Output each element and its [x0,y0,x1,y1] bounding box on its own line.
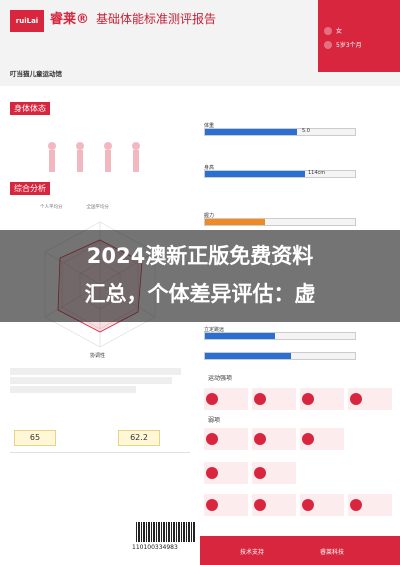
weak-tile-8 [300,494,344,516]
gender-row: 女 [324,26,342,35]
strength-tile-3 [300,388,344,410]
strength-tile-4 [348,388,392,410]
metric-weight-value: 5.0 [302,128,310,134]
legend-national: 全国平均分 [86,205,110,210]
metric-height-bar [204,170,356,178]
metric-sitreach-fill [205,353,291,359]
age-row: 5岁3个月 [324,40,362,49]
metric-jump-fill [205,333,275,339]
metric-grip-bar [204,218,356,226]
section-body: 身体体态 [10,102,50,115]
analysis-paragraph [10,368,190,393]
weak-tile-1 [204,428,248,450]
metric-sitreach-bar [204,352,356,360]
section-body-label: 身体体态 [10,102,50,115]
weak-tile-4 [204,462,248,484]
age-icon [324,40,332,49]
radar-axis-label: 协调性 [90,353,106,359]
strength-tile-1 [204,388,248,410]
institution-name: 叮当猫儿童运动馆 [10,70,62,78]
weak-tile-6 [204,494,248,516]
metric-height-label: 身高 [204,165,215,171]
brand-logo: ruiLai [10,10,44,32]
overlay-banner [0,230,400,322]
weak-tile-3 [300,428,344,450]
metric-height-value: 114cm [308,170,326,176]
body-posture-figures [48,142,140,172]
metric-grip-fill [205,219,265,225]
score-national: 62.2 [118,430,160,446]
metric-jump-label: 立定跳远 [204,327,225,333]
metric-height-fill [205,171,305,177]
section-strength: 运动强项 [204,372,236,383]
metric-jump-bar [204,332,356,340]
section-comprehensive: 综合分析 [10,182,50,195]
brand-name: 睿莱® [50,12,90,27]
gender-icon [324,26,332,35]
footer-left: 技术支持 [240,549,265,556]
metric-grip-label: 握力 [204,213,215,219]
weak-tile-5 [252,462,296,484]
footer-bar: 技术支持 睿莱科技 [200,536,400,565]
footer-right: 睿莱科技 [320,549,345,556]
child-info-box: 女 5岁3个月 [318,0,400,72]
weak-tile-9 [348,494,392,516]
barcode [136,522,196,542]
gender-value: 女 [336,28,343,35]
left-divider [10,452,190,453]
strength-tile-2 [252,388,296,410]
radar-legend: 个人平均分 全国平均分 [40,204,109,210]
legend-personal: 个人平均分 [40,205,63,210]
overlay-line-2: 汇总，个体差异评估：虚 [84,282,316,306]
section-weakness: 弱项 [204,414,224,425]
report-title: 基础体能标准测评报告 [96,12,217,26]
section-strength-label: 运动强项 [208,375,233,382]
overlay-line-1: 2024澳新正版免费资料 [86,244,314,268]
age-value: 5岁3个月 [336,42,362,49]
score-personal: 65 [14,430,56,446]
section-weakness-label: 弱项 [208,417,221,424]
metric-weight-bar [204,128,356,136]
weak-tile-7 [252,494,296,516]
section-comprehensive-label: 综合分析 [10,182,50,195]
weak-tile-2 [252,428,296,450]
metric-weight-label: 体重 [204,123,215,129]
barcode-number: 110100334983 [132,544,178,551]
metric-weight-fill [205,129,297,135]
